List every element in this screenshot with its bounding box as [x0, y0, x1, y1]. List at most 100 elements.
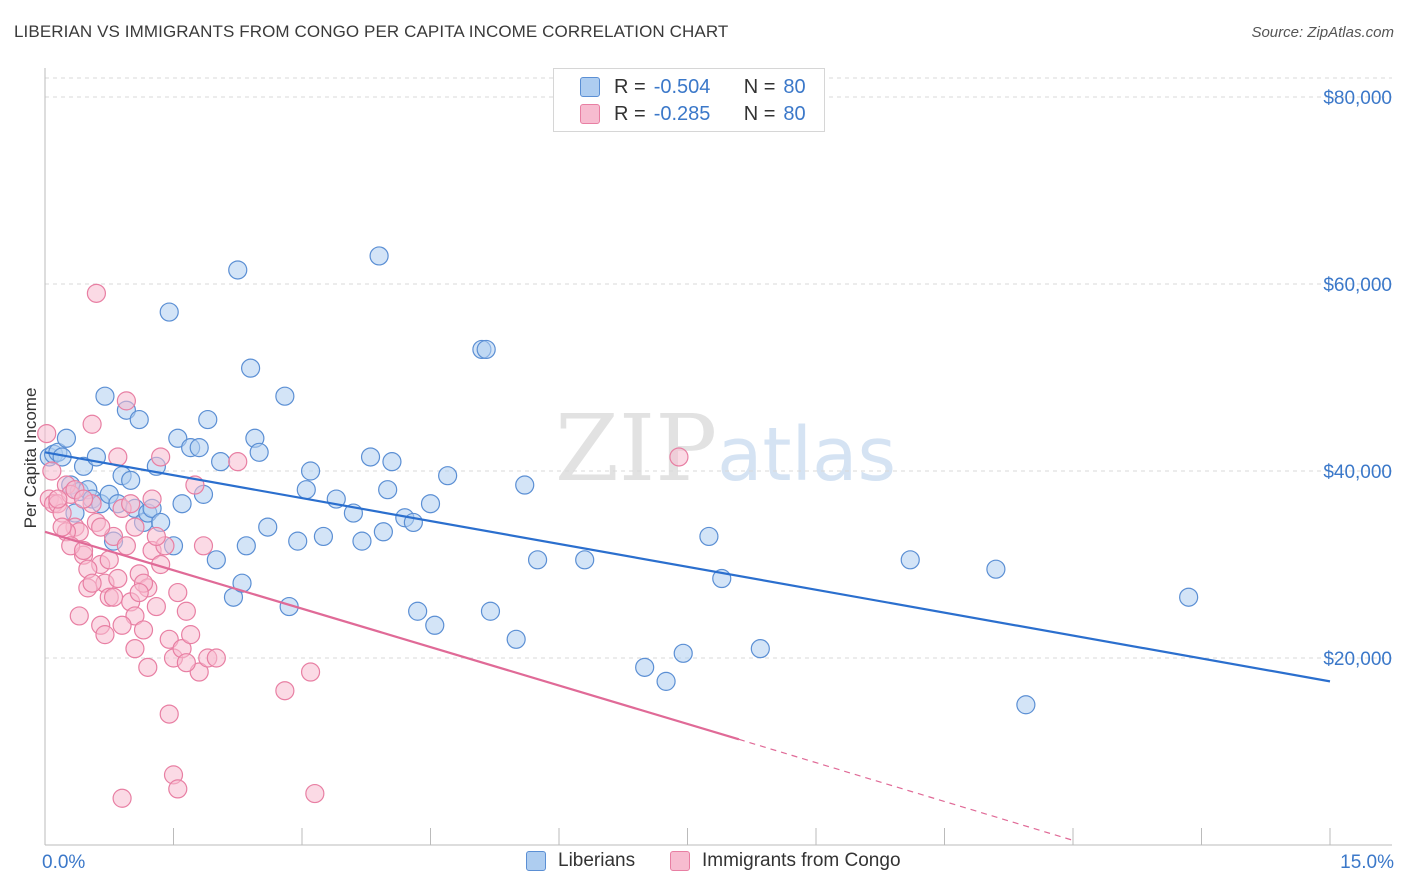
chart-source: Source: ZipAtlas.com [1251, 24, 1394, 41]
liberian-point [656, 671, 676, 691]
liberian-point [378, 480, 398, 500]
liberian-point [258, 517, 278, 537]
congo-point [159, 704, 179, 724]
watermark-atlas: atlas [717, 412, 896, 498]
watermark: ZIPatlas [555, 395, 896, 502]
watermark-zip: ZIP [555, 395, 718, 502]
congo-point [669, 447, 689, 467]
series-legend-liberians: Liberians [526, 850, 635, 872]
congo-point [73, 489, 94, 509]
congo-point [133, 620, 154, 640]
liberian-point [206, 550, 226, 570]
liberian-point [408, 601, 428, 621]
liberian-point [480, 601, 501, 621]
liberian-point [232, 573, 252, 593]
legend-n-label: N = [743, 102, 776, 125]
legend-n-value: 80 [783, 102, 806, 125]
liberian-point [575, 550, 595, 570]
liberian-point [420, 494, 441, 514]
liberian-point [369, 246, 389, 266]
liberian-point [241, 358, 261, 378]
congo-point [82, 414, 102, 434]
congo-point [125, 517, 145, 537]
congo-point [86, 283, 107, 303]
legend-swatch-pink [580, 104, 600, 124]
congo-point [305, 783, 325, 804]
series-legend-label: Liberians [558, 850, 636, 871]
series-legend: Liberians Immigrants from Congo [0, 850, 1406, 880]
legend-r-value: -0.285 [653, 102, 711, 125]
congo-point [176, 653, 196, 673]
liberian-point [198, 409, 218, 430]
series-legend-label: Immigrants from Congo [702, 850, 901, 871]
liberian-point [275, 386, 295, 406]
liberian-point [228, 260, 248, 280]
legend-r-label: R = [614, 75, 646, 98]
y-tick-label: $40,000 [1323, 462, 1392, 483]
legend-n-value: 80 [783, 75, 806, 98]
congo-point [69, 606, 89, 626]
legend-r-label: R = [614, 102, 646, 125]
liberian-point [986, 559, 1006, 579]
liberian-point [506, 629, 526, 649]
congo-point [103, 587, 124, 607]
congo-point [151, 447, 171, 467]
liberian-point [673, 643, 693, 663]
congo-point [228, 452, 248, 472]
legend-row-liberians: R = -0.504 N = 80 [554, 74, 806, 100]
liberian-point [288, 531, 308, 551]
liberian-point [750, 639, 770, 659]
liberian-point [95, 386, 115, 406]
liberian-point [1179, 587, 1199, 607]
legend-swatch-blue [580, 77, 600, 97]
liberian-point [900, 550, 920, 570]
liberian-point [373, 522, 393, 542]
congo-point [168, 582, 188, 603]
liberian-point [382, 452, 402, 472]
y-axis-title: Per Capita Income [21, 388, 40, 529]
liberian-point [189, 438, 209, 458]
series-legend-congo: Immigrants from Congo [670, 850, 901, 872]
liberian-point [300, 461, 321, 481]
congo-point [121, 494, 141, 514]
liberian-point [56, 428, 77, 448]
liberian-point [236, 536, 256, 556]
congo-point [37, 424, 57, 444]
congo-point [103, 526, 124, 547]
congo-point [52, 517, 72, 537]
legend-r-value: -0.504 [653, 75, 711, 98]
series-swatch-blue [526, 851, 546, 871]
chart-title: LIBERIAN VS IMMIGRANTS FROM CONGO PER CA… [14, 22, 729, 41]
congo-point [42, 461, 62, 481]
congo-point [91, 517, 111, 537]
y-tick-label: $80,000 [1323, 88, 1392, 109]
liberian-point [313, 526, 334, 547]
liberian-point [159, 302, 179, 322]
liberian-point [527, 550, 548, 570]
y-tick-label: $20,000 [1323, 649, 1392, 670]
y-tick-label: $60,000 [1323, 275, 1392, 296]
congo-point [193, 536, 214, 556]
liberian-point [352, 531, 372, 551]
liberian-point [129, 409, 149, 430]
congo-point [142, 489, 162, 509]
x-axis-min-label: 0.0% [42, 852, 86, 873]
congo-point [206, 648, 226, 668]
liberian-point [635, 657, 655, 677]
liberian-point [438, 466, 458, 486]
congo-point [73, 540, 94, 561]
liberian-point [699, 526, 719, 547]
liberian-point [515, 475, 535, 495]
congo-point [181, 625, 201, 645]
liberian-point [360, 447, 381, 467]
liberian-point [249, 442, 269, 462]
congo-point [300, 662, 321, 682]
congo-point [138, 657, 158, 677]
congo-point [116, 391, 136, 411]
congo-point [189, 662, 209, 682]
liberian-trendline [44, 451, 1331, 683]
congo-point [108, 568, 128, 589]
liberian-point [73, 456, 94, 476]
congo-point [112, 788, 132, 808]
